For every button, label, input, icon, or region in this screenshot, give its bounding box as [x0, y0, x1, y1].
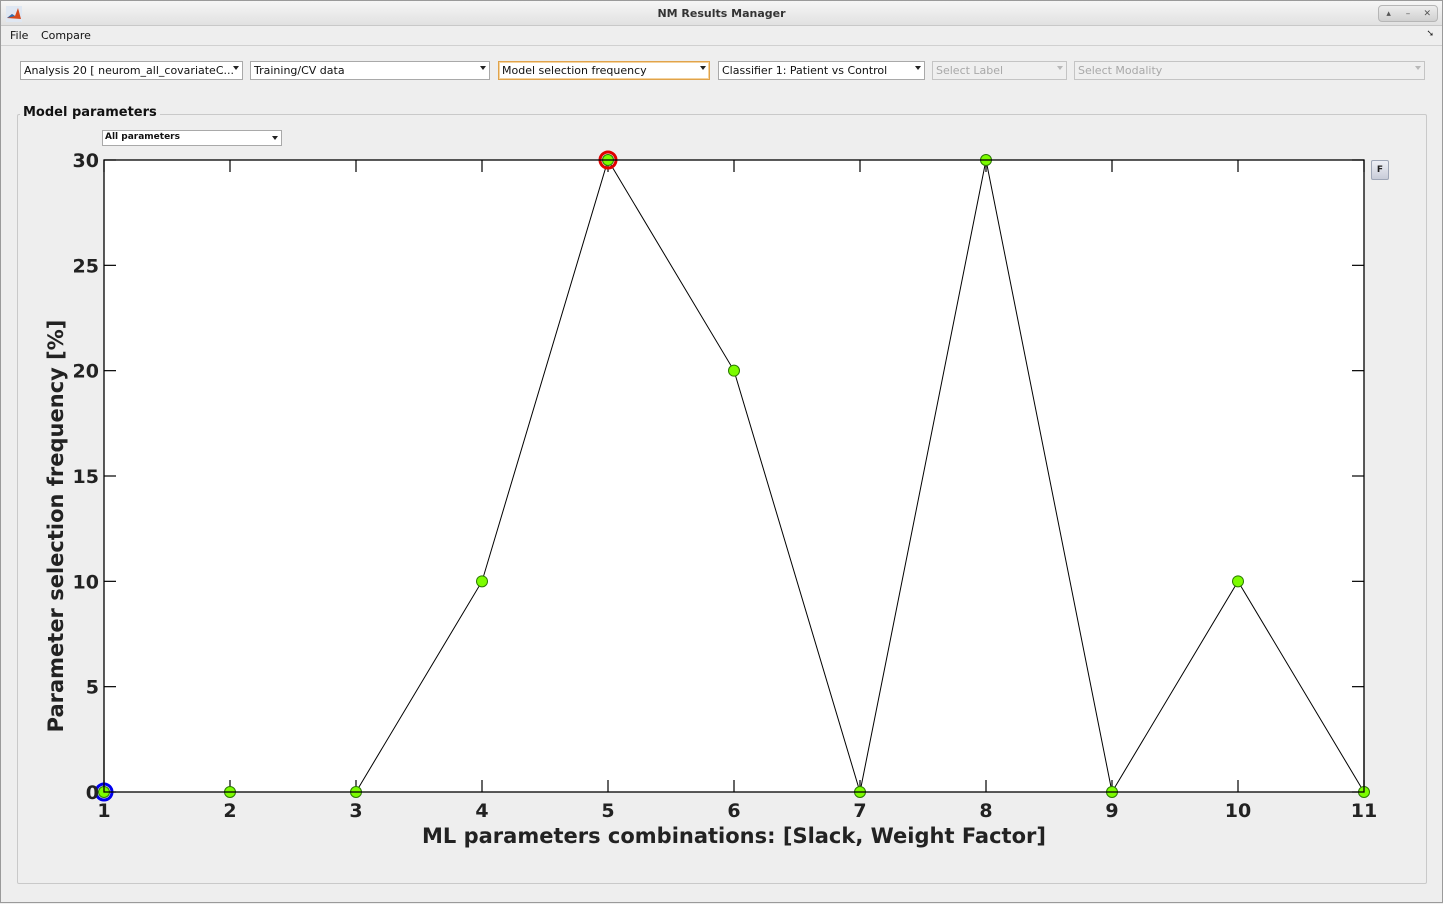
y-tick-label: 10	[73, 571, 99, 593]
parameter-select-value: All parameters	[105, 132, 180, 142]
analysis-select-value: Analysis 20 [ neurom_all_covariateC...	[24, 64, 234, 77]
dataset-select[interactable]: Training/CV data	[250, 61, 490, 80]
classifier-select-value: Classifier 1: Patient vs Control	[722, 64, 888, 77]
modality-select: Select Modality	[1074, 61, 1425, 80]
x-tick-label: 3	[349, 800, 362, 822]
chevron-down-icon	[1057, 66, 1063, 70]
plot-frame	[103, 159, 1365, 793]
analysis-select[interactable]: Analysis 20 [ neurom_all_covariateC...	[20, 61, 243, 80]
x-tick-label: 4	[475, 800, 488, 822]
y-tick-label: 5	[86, 677, 99, 699]
data-point	[728, 364, 740, 377]
y-tick-label: 25	[73, 255, 99, 277]
x-tick-label: 1	[97, 800, 110, 822]
maximize-icon[interactable]: ▴	[1386, 8, 1391, 19]
parameter-select[interactable]: All parameters	[102, 130, 282, 146]
menu-divider	[1, 45, 1442, 46]
chevron-down-icon	[272, 136, 278, 140]
y-axis-label: Parameter selection frequency [%]	[44, 320, 68, 733]
view-select-value: Model selection frequency	[502, 64, 647, 77]
dock-arrow-icon[interactable]: ➘	[1426, 29, 1434, 39]
modality-select-value: Select Modality	[1078, 64, 1163, 77]
y-tick-label: 20	[73, 361, 99, 383]
classifier-select[interactable]: Classifier 1: Patient vs Control	[718, 61, 925, 80]
label-select-value: Select Label	[936, 64, 1004, 77]
menu-compare[interactable]: Compare	[41, 29, 91, 42]
model-parameters-panel	[17, 114, 1427, 884]
x-tick-label: 7	[853, 800, 866, 822]
menu-file[interactable]: File	[10, 29, 29, 42]
plot-area[interactable]	[104, 160, 1364, 792]
y-tick-label: 15	[73, 466, 99, 488]
menu-bar: File Compare ➘	[1, 27, 1442, 45]
y-tick-label: 0	[86, 782, 99, 804]
y-tick-label: 30	[73, 150, 99, 172]
tick-labels: 1 2 3 4 5 6 7 8 9 10 11 0 5 10 15 20 25 30	[73, 150, 1378, 822]
x-tick-label: 8	[979, 800, 992, 822]
panel-title: Model parameters	[20, 105, 160, 120]
window-controls: ▴ – ✕	[1378, 5, 1438, 22]
matlab-app-icon	[6, 6, 22, 22]
x-tick-label: 6	[727, 800, 740, 822]
close-icon[interactable]: ✕	[1423, 8, 1432, 19]
window-title: NM Results Manager	[657, 7, 786, 20]
x-axis-label: ML parameters combinations: [Slack, Weig…	[422, 824, 1046, 848]
x-tick-label: 11	[1351, 800, 1377, 822]
chevron-down-icon	[700, 66, 706, 70]
title-bar[interactable]: NM Results Manager ▴ – ✕	[1, 1, 1442, 26]
data-point	[1232, 575, 1244, 588]
x-tick-label: 2	[223, 800, 236, 822]
chevron-down-icon	[480, 66, 486, 70]
dataset-select-value: Training/CV data	[254, 64, 345, 77]
figure-export-button[interactable]: F	[1371, 160, 1389, 180]
label-select: Select Label	[932, 61, 1067, 80]
data-point	[476, 575, 488, 588]
chevron-down-icon	[915, 66, 921, 70]
x-tick-label: 5	[601, 800, 614, 822]
x-tick-label: 10	[1225, 800, 1251, 822]
chevron-down-icon	[1415, 66, 1421, 70]
chevron-down-icon	[233, 66, 239, 70]
x-tick-label: 9	[1105, 800, 1118, 822]
minimize-icon[interactable]: –	[1405, 8, 1411, 19]
view-select[interactable]: Model selection frequency	[498, 61, 710, 80]
